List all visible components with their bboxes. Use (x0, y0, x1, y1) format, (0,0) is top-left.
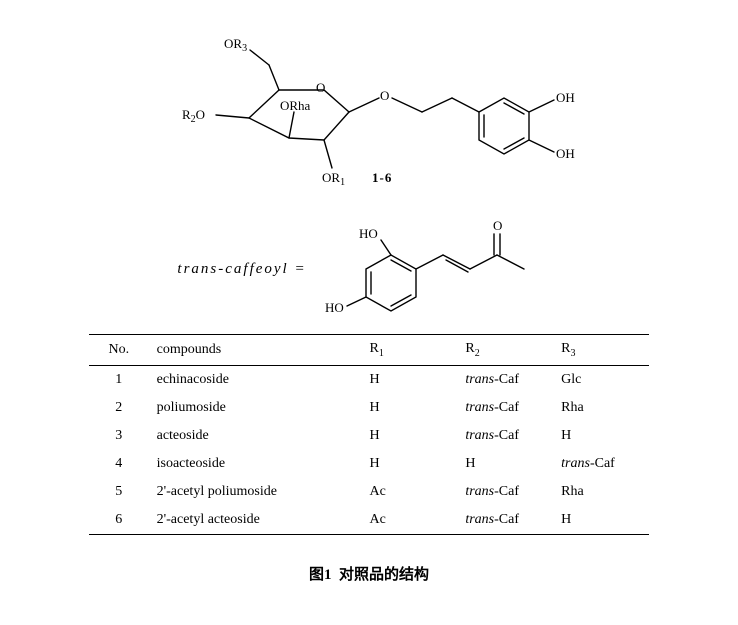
r2-main: R (182, 107, 191, 122)
compound-range: 1-6 (372, 170, 392, 185)
table-row: 1echinacosideHtrans-CafGlc (89, 365, 649, 394)
r1-main: OR (322, 170, 340, 185)
figure-caption: 图1 对照品的结构 (20, 563, 718, 584)
cell-r2: trans-Caf (457, 506, 553, 535)
th-compounds: compounds (149, 335, 362, 366)
cell-r3: H (553, 422, 649, 450)
cell-r1: H (362, 365, 458, 394)
svg-text:OR1: OR1 (322, 170, 345, 188)
cell-r1: Ac (362, 506, 458, 535)
table-row: 4isoacteosideHHtrans-Caf (89, 450, 649, 478)
table-header-row: No. compounds R1 R2 R3 (89, 335, 649, 366)
r3-main: R (233, 36, 242, 51)
cell-r2: trans-Caf (457, 478, 553, 506)
cell-r3: H (553, 506, 649, 535)
table-row: 52'-acetyl poliumosideActrans-CafRha (89, 478, 649, 506)
cell-no: 6 (89, 506, 149, 535)
cell-no: 2 (89, 394, 149, 422)
cell-r1: Ac (362, 478, 458, 506)
svg-text:R2O: R2O (182, 107, 205, 125)
scaffold-structure: OR3 R2O ORha OR1 O O OH OH 1-6 (20, 20, 718, 200)
cell-no: 1 (89, 365, 149, 394)
cell-r1: H (362, 422, 458, 450)
oh-top: OH (556, 90, 575, 105)
cell-r3: Rha (553, 394, 649, 422)
caffeoyl-label: trans-caffeoyl = (177, 261, 306, 278)
compounds-table: No. compounds R1 R2 R3 1echinacosideHtra… (89, 334, 649, 535)
cell-r2: H (457, 450, 553, 478)
table-row: 2poliumosideHtrans-CafRha (89, 394, 649, 422)
cell-r2: trans-Caf (457, 422, 553, 450)
ho-top: HO (359, 226, 378, 241)
oh-bottom: OH (556, 146, 575, 161)
cell-compound: 2'-acetyl acteoside (149, 506, 362, 535)
table-body: 1echinacosideHtrans-CafGlc2poliumosideHt… (89, 365, 649, 534)
cell-no: 3 (89, 422, 149, 450)
r3-prefix: O (224, 36, 233, 51)
r3-sub: 3 (242, 43, 247, 54)
cell-r2: trans-Caf (457, 365, 553, 394)
anomeric-o: O (380, 88, 389, 103)
cell-compound: echinacoside (149, 365, 362, 394)
th-r2: R2 (457, 335, 553, 366)
cell-r2: trans-Caf (457, 394, 553, 422)
th-r1: R1 (362, 335, 458, 366)
caption-text: 对照品的结构 (339, 567, 429, 583)
th-r3: R3 (553, 335, 649, 366)
ring-o: O (316, 80, 325, 95)
r1-sub: 1 (340, 177, 345, 188)
caffeoyl-svg: HO HO O (311, 214, 561, 324)
orha-label: ORha (280, 98, 311, 113)
cell-no: 5 (89, 478, 149, 506)
scaffold-svg: OR3 R2O ORha OR1 O O OH OH 1-6 (154, 20, 584, 195)
cell-r1: H (362, 450, 458, 478)
cell-r3: Rha (553, 478, 649, 506)
cell-compound: acteoside (149, 422, 362, 450)
caption-prefix: 图1 (309, 567, 332, 583)
svg-text:OR3: OR3 (224, 36, 247, 54)
th-no: No. (89, 335, 149, 366)
r2-prefix: O (196, 107, 205, 122)
table-row: 3acteosideHtrans-CafH (89, 422, 649, 450)
cell-compound: 2'-acetyl poliumoside (149, 478, 362, 506)
caffeoyl-row: trans-caffeoyl = HO HO O (20, 214, 718, 324)
cell-compound: isoacteoside (149, 450, 362, 478)
cell-compound: poliumoside (149, 394, 362, 422)
ho-bottom: HO (325, 300, 344, 315)
cell-r3: trans-Caf (553, 450, 649, 478)
table-row: 62'-acetyl acteosideActrans-CafH (89, 506, 649, 535)
cell-no: 4 (89, 450, 149, 478)
cell-r3: Glc (553, 365, 649, 394)
carbonyl-o: O (493, 218, 502, 233)
cell-r1: H (362, 394, 458, 422)
